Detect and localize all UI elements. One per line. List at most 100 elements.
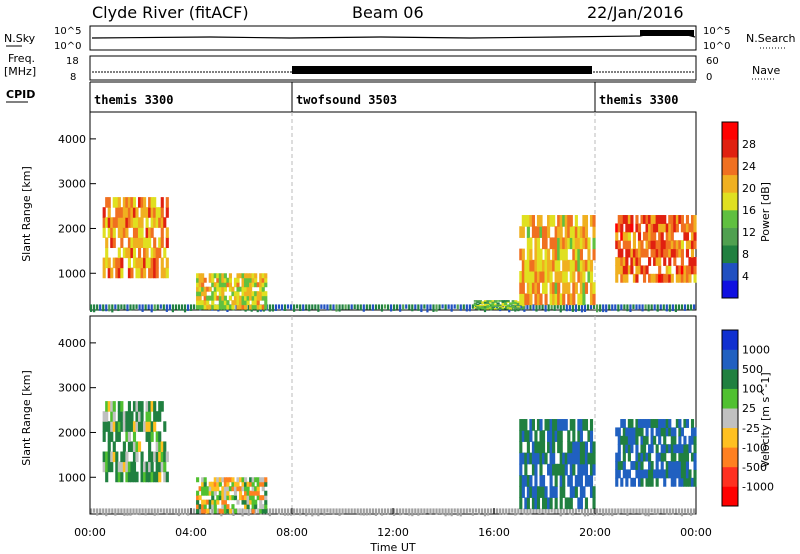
echo-cell <box>499 307 503 310</box>
echo-cell <box>668 469 672 479</box>
echo-cell <box>110 227 114 238</box>
echo-cell <box>690 477 695 487</box>
echo-cell <box>117 421 121 432</box>
echo-cell <box>650 419 654 428</box>
echo-cell <box>264 477 268 483</box>
radar-title: Clyde River (fitACF) <box>92 3 249 22</box>
echo-cell <box>251 295 255 301</box>
echo-cell <box>675 461 679 470</box>
ground-scatter-cell <box>541 508 544 514</box>
echo-cell <box>658 452 662 462</box>
echo-cell <box>519 226 523 238</box>
echo-cell <box>539 248 543 261</box>
ground-scatter-cell <box>274 508 278 514</box>
echo-cell <box>246 486 250 492</box>
echo-cell <box>534 441 538 454</box>
ground-scatter-cell <box>656 508 659 515</box>
echo-cell <box>678 469 682 479</box>
echo-cell <box>137 237 142 249</box>
echo-cell <box>521 248 525 261</box>
echo-cell <box>148 401 152 412</box>
echo-cell <box>569 497 573 510</box>
echo-cell <box>668 223 672 233</box>
echo-cell <box>627 223 631 233</box>
ground-scatter-cell <box>632 508 635 514</box>
echo-cell <box>107 401 111 412</box>
echo-cell <box>650 273 654 283</box>
echo-cell <box>541 497 546 510</box>
echo-cell <box>476 306 480 309</box>
echo-cell <box>569 486 573 498</box>
echo-cell <box>491 302 495 305</box>
echo-cell <box>112 441 116 453</box>
power-colorbar-label: Power [dB] <box>759 182 772 242</box>
echo-cell <box>655 215 659 224</box>
echo-cell <box>130 267 134 279</box>
echo-cell <box>160 267 164 279</box>
echo-cell <box>675 469 679 479</box>
echo-cell <box>132 401 137 412</box>
echo-cell <box>478 306 482 309</box>
colorbar-frame <box>721 329 739 507</box>
echo-cell <box>122 421 126 432</box>
echo-cell <box>115 267 119 279</box>
echo-cell <box>206 295 210 301</box>
echo-cell <box>117 471 121 483</box>
echo-cell <box>198 286 202 292</box>
echo-cell <box>526 271 530 283</box>
echo-cell <box>564 259 568 272</box>
colorbar-tick-label: 12 <box>742 226 756 239</box>
echo-cell <box>670 461 674 470</box>
echo-cell <box>589 430 594 442</box>
echo-cell <box>514 307 518 310</box>
ground-scatter-cell <box>93 508 96 513</box>
echo-cell <box>642 469 647 479</box>
ground-scatter-cell <box>611 508 614 517</box>
echo-cell <box>693 265 697 275</box>
echo-cell <box>514 306 518 309</box>
echo-cell <box>630 427 634 437</box>
ground-scatter-cell <box>380 304 384 312</box>
echo-cell <box>254 300 258 306</box>
echo-cell <box>221 273 225 279</box>
ground-scatter-cell <box>426 304 429 313</box>
ground-scatter-cell <box>683 304 687 311</box>
echo-cell <box>137 421 142 432</box>
echo-cell <box>160 401 164 412</box>
echo-cell <box>665 444 669 454</box>
ground-scatter-cell <box>153 508 156 516</box>
echo-cell <box>516 301 520 303</box>
echo-cell <box>249 286 253 292</box>
ground-scatter-cell <box>320 304 323 309</box>
echo-cell <box>501 307 505 310</box>
echo-cell <box>135 217 139 228</box>
echo-cell <box>547 248 551 261</box>
echo-cell <box>115 451 119 463</box>
echo-cell <box>514 300 518 302</box>
echo-cell <box>617 257 621 266</box>
colorbar-swatch <box>722 192 738 211</box>
echo-cell <box>145 401 149 412</box>
echo-cell <box>115 197 119 208</box>
echo-cell <box>663 215 667 224</box>
echo-cell <box>218 273 222 279</box>
echo-cell <box>547 226 551 238</box>
cpid-segment-label: twofsound 3503 <box>296 93 397 107</box>
echo-cell <box>122 197 126 208</box>
ground-scatter-cell <box>283 304 287 311</box>
echo-cell <box>218 481 222 487</box>
echo-cell <box>635 248 639 258</box>
ground-scatter-cell <box>126 304 129 312</box>
echo-cell <box>617 240 621 250</box>
ground-scatter-cell <box>341 304 344 310</box>
echo-cell <box>226 277 230 283</box>
echo-cell <box>617 265 621 275</box>
echo-cell <box>125 431 129 442</box>
ground-scatter-cell <box>232 508 235 516</box>
echo-cell <box>557 226 561 238</box>
echo-cell <box>622 231 626 241</box>
ground-scatter-cell <box>547 304 550 312</box>
echo-cell <box>102 207 106 218</box>
echo-cell <box>223 481 227 487</box>
ground-scatter-cell <box>183 508 187 515</box>
